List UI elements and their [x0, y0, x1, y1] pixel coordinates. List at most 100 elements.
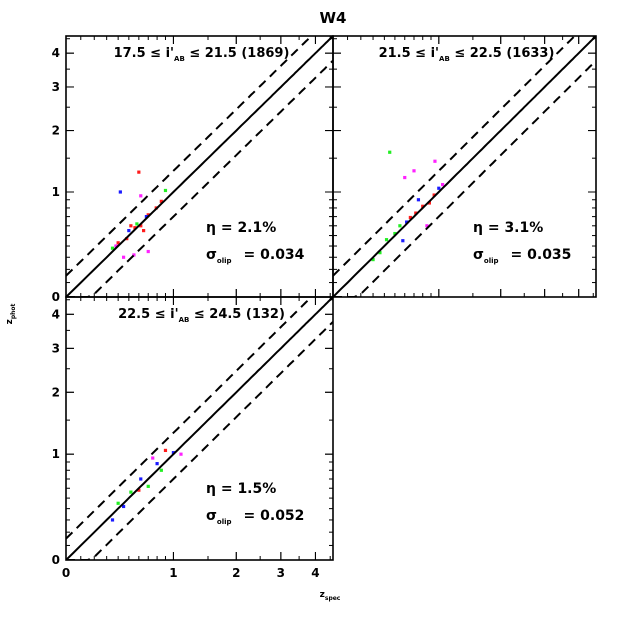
panel-bottom-left: 0 1 2 3 4 0 1 2 3 4 22.5 ≤ i'AB ≤ 24.5 (132) η = 1.…	[52, 296, 334, 580]
data-point-green	[163, 188, 168, 193]
x-axis-label: zspec	[320, 590, 341, 602]
data-point-magenta	[139, 194, 143, 198]
data-point-green	[388, 150, 392, 154]
data-point-magenta	[412, 169, 416, 173]
data-point-magenta	[114, 244, 118, 248]
y-tick-label: 0	[52, 553, 60, 567]
data-point-green	[146, 484, 150, 488]
x-tick-label: 0	[62, 566, 70, 580]
sigma-stat: σolip = 0.035	[473, 247, 571, 265]
y-tick-label: 4	[52, 46, 60, 60]
eta-stat: η = 2.1%	[206, 220, 276, 236]
data-point-blue	[144, 215, 149, 219]
data-point-green	[398, 224, 402, 228]
reference-lines	[66, 36, 333, 297]
data-point-magenta	[433, 159, 437, 163]
data-point-green	[378, 251, 382, 255]
y-tick-label: 3	[52, 341, 60, 355]
y-axis-label: zphot	[5, 303, 17, 324]
reference-lines	[66, 297, 333, 560]
data-point-blue	[110, 518, 115, 522]
panel-top-left: 0 1 2 3 4 17.5 ≤ i'AB ≤ 21.5 (1869) η = 2.1% σo…	[52, 35, 334, 304]
data-point-magenta	[146, 249, 150, 254]
identity-line	[66, 36, 333, 297]
panel-frame	[332, 35, 597, 298]
data-point-blue	[416, 198, 421, 202]
x-tick-label: 1	[169, 566, 177, 580]
y-tick-label: 1	[52, 185, 60, 199]
data-point-red	[116, 241, 120, 245]
y-tick-label: 3	[52, 80, 60, 94]
data-point-red	[142, 229, 146, 233]
y-tick-label: 0	[52, 290, 60, 304]
y-tick-label: 2	[52, 385, 60, 399]
lower-outlier-line	[333, 59, 596, 297]
data-point-red	[421, 204, 425, 208]
data-point-magenta	[425, 224, 429, 228]
sigma-stat: σolip = 0.034	[206, 247, 305, 265]
data-point-blue	[405, 220, 409, 224]
sigma-stat: σolip = 0.052	[206, 508, 304, 526]
data-point-red	[414, 211, 418, 215]
data-point-green	[159, 468, 163, 472]
data-point-green	[116, 501, 120, 505]
data-point-magenta	[179, 452, 183, 456]
panel-magnitude-label: 21.5 ≤ i'AB ≤ 22.5 (1633)	[379, 46, 555, 63]
data-point-blue	[171, 451, 176, 455]
data-point-red	[432, 193, 436, 197]
data-point-red	[139, 224, 143, 228]
data-point-green	[129, 490, 133, 494]
data-point-magenta	[403, 175, 407, 180]
data-point-magenta	[121, 255, 126, 259]
data-point-blue	[437, 186, 441, 190]
chart-title: W4	[320, 9, 347, 27]
data-point-blue	[155, 462, 159, 466]
data-point-red	[133, 226, 137, 230]
data-point-red	[159, 199, 163, 203]
data-point-red	[408, 215, 412, 220]
data-point-blue	[127, 229, 131, 233]
data-point-blue	[121, 504, 126, 509]
panel-frame	[65, 296, 334, 561]
data-point-green	[371, 258, 375, 262]
identity-line	[333, 36, 596, 297]
data-point-magenta	[151, 456, 155, 460]
data-point-red	[137, 170, 141, 174]
upper-outlier-line	[66, 36, 313, 277]
data-point-green	[135, 222, 139, 226]
y-tick-label: 2	[52, 124, 60, 138]
points-layer	[110, 170, 168, 259]
x-tick-label: 2	[232, 566, 240, 580]
panel-magnitude-label: 22.5 ≤ i'AB ≤ 24.5 (132)	[118, 307, 285, 324]
identity-line	[66, 297, 333, 560]
lower-outlier-line	[66, 321, 333, 560]
data-point-blue	[118, 190, 122, 194]
data-point-green	[384, 238, 389, 242]
y-axis-label-group: zphot	[5, 303, 17, 324]
data-point-green	[393, 231, 397, 236]
y-tick-label: 4	[52, 307, 60, 321]
upper-outlier-line	[66, 297, 313, 540]
data-point-magenta	[132, 253, 136, 257]
data-point-red	[163, 448, 168, 453]
data-point-red	[129, 224, 133, 228]
reference-lines	[333, 36, 596, 297]
panel-top-right: 21.5 ≤ i'AB ≤ 22.5 (1633) η = 3.1% σolip = …	[332, 35, 597, 298]
data-point-red	[427, 201, 431, 205]
eta-stat: η = 1.5%	[206, 481, 276, 497]
points-layer	[371, 150, 445, 262]
data-point-blue	[401, 239, 405, 243]
data-point-green	[110, 246, 115, 250]
axis-ticks	[65, 297, 333, 561]
data-point-blue	[139, 477, 143, 481]
upper-outlier-line	[333, 36, 577, 277]
lower-outlier-line	[66, 59, 333, 297]
panel-magnitude-label: 17.5 ≤ i'AB ≤ 21.5 (1869)	[114, 46, 290, 63]
data-point-red	[146, 213, 150, 217]
data-point-red	[137, 488, 141, 492]
y-tick-label: 1	[52, 447, 60, 461]
x-tick-label: 4	[311, 566, 319, 580]
eta-stat: η = 3.1%	[473, 220, 543, 236]
x-tick-label: 3	[277, 566, 285, 580]
